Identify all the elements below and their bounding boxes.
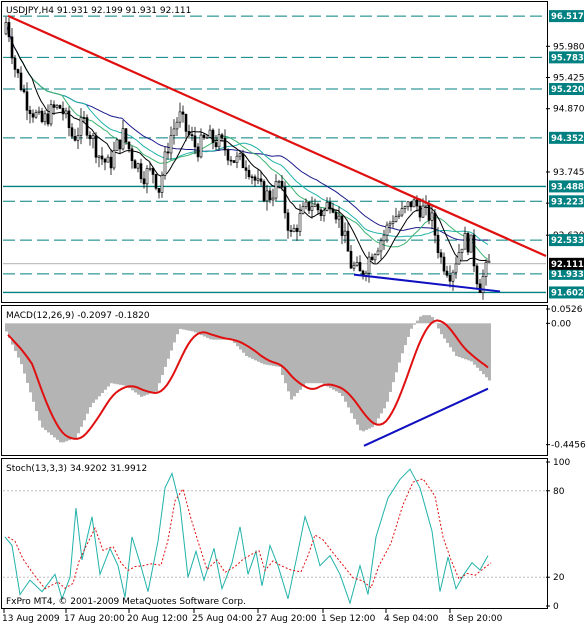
level-price-label <box>549 234 584 247</box>
level-price-text: 96.517 <box>551 12 584 22</box>
copyright-text: FxPro MT4, © 2001-2009 MetaQuotes Softwa… <box>6 597 246 607</box>
time-tick-label: 25 Aug 04:00 <box>192 614 253 624</box>
stochastic-tick-label: 0 <box>553 602 559 612</box>
time-tick-label: 13 Aug 2009 <box>2 614 60 624</box>
price-tick-label: 94.870 <box>553 105 585 115</box>
level-price-label <box>549 131 584 144</box>
level-price-label <box>549 51 584 64</box>
level-price-text: 95.220 <box>551 85 584 95</box>
level-price-text: 91.933 <box>551 270 584 280</box>
level-price-text: 91.602 <box>551 288 584 298</box>
level-price-label <box>549 83 584 96</box>
price-tick-label: 95.980 <box>553 42 585 52</box>
stochastic-title: Stoch(13,3,3) 34.9202 31.9912 <box>6 464 147 474</box>
current-price-text: 92.111 <box>551 260 584 270</box>
level-price-label <box>549 10 584 23</box>
support-trendline[interactable] <box>353 273 501 293</box>
level-price-label <box>549 267 584 280</box>
moving-average-slow-line[interactable] <box>4 22 489 241</box>
main-chart-title: USDJPY,H4 91.931 92.199 91.931 92.111 <box>6 6 191 16</box>
time-tick-label: 4 Sep 04:00 <box>384 614 439 624</box>
level-price-text: 95.783 <box>551 53 584 63</box>
level-price-text: 92.533 <box>551 236 584 246</box>
level-price-text: 94.352 <box>551 134 584 144</box>
moving-average-teal-line[interactable] <box>16 51 489 246</box>
level-price-text: 93.488 <box>551 182 584 192</box>
macd-panel[interactable]: 0.0526 0.00 -0.4456 MACD(12,26,9) -0.2097 … <box>1 305 586 456</box>
stochastic-main-line[interactable] <box>4 468 489 605</box>
macd-tick-label: 0.00 <box>551 319 571 329</box>
time-tick-label: 17 Aug 20:00 <box>64 614 125 624</box>
resistance-trendline[interactable] <box>7 14 547 258</box>
stochastic-signal-line[interactable] <box>7 478 492 590</box>
time-tick-label: 1 Sep 12:00 <box>321 614 376 624</box>
price-tick-label: 93.745 <box>553 168 585 178</box>
level-price-label <box>549 195 584 208</box>
stochastic-tick-label: 80 <box>553 487 565 497</box>
level-price-label <box>549 180 584 193</box>
stochastic-panel[interactable]: 100 80 20 0 Stoch(13,3,3) 34.9202 31.9912 F… <box>1 458 571 612</box>
stochastic-tick-label: 100 <box>553 458 570 468</box>
candlesticks <box>4 16 491 300</box>
time-axis: 13 Aug 2009 17 Aug 20:00 20 Aug 12:00 25 Au… <box>2 609 503 624</box>
main-price-panel[interactable]: 95.98095.42594.87093.74593.19092.62096.5… <box>1 1 585 303</box>
stochastic-tick-label: 20 <box>553 573 565 583</box>
time-tick-label: 8 Sep 20:00 <box>448 614 503 624</box>
time-tick-label: 27 Aug 20:00 <box>256 614 317 624</box>
macd-tick-label: -0.4456 <box>551 441 586 451</box>
price-tick-label: 95.425 <box>553 74 585 84</box>
macd-divergence-line[interactable] <box>363 387 489 447</box>
macd-signal-line[interactable] <box>7 319 489 440</box>
macd-tick-label: 0.0526 <box>551 305 583 315</box>
level-price-label <box>549 286 584 299</box>
moving-average-fast-line[interactable] <box>10 38 489 265</box>
current-price-label <box>549 257 584 270</box>
macd-title: MACD(12,26,9) -0.2097 -0.1820 <box>6 311 150 321</box>
time-tick-label: 20 Aug 12:00 <box>127 614 188 624</box>
level-price-text: 93.223 <box>551 197 584 207</box>
macd-histogram <box>5 315 491 443</box>
moving-average-green-line[interactable] <box>16 51 489 260</box>
